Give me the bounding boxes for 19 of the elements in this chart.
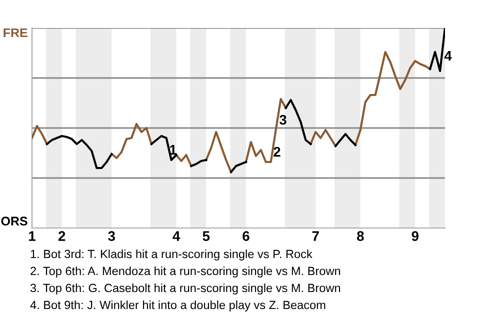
text: FRE (4, 28, 28, 38)
text: 3. Top 6th: G. Casebolt hit a run-scoring single vs M. Brown (30, 283, 340, 295)
x-tick-label: 2 (58, 231, 66, 241)
x-tick-label: 5 (202, 231, 210, 241)
x-tick-label: 9 (412, 231, 418, 241)
text: ORS (1, 216, 28, 226)
annotation: 4 (444, 51, 452, 61)
text: 1. Bot 3rd: T. Kladis hit a run-scoring single vs P. Rock (30, 249, 312, 261)
x-tick-label: 8 (356, 231, 364, 241)
x-tick-label: 7 (312, 231, 319, 241)
text: 2. Top 6th: A. Mendoza hit a run-scoring single vs M. Brown (30, 266, 340, 278)
x-tick-label: 4 (172, 231, 180, 241)
x-tick-label: 6 (242, 231, 250, 241)
x-tick-label: 1 (29, 231, 36, 241)
annotation: 3 (279, 114, 286, 125)
text: 4. Bot 9th: J. Winkler hit into a double play vs Z. Beacom (30, 300, 326, 312)
annotation: 2 (274, 146, 280, 157)
x-tick-label: 3 (108, 231, 115, 241)
annotation: 1 (170, 145, 176, 155)
